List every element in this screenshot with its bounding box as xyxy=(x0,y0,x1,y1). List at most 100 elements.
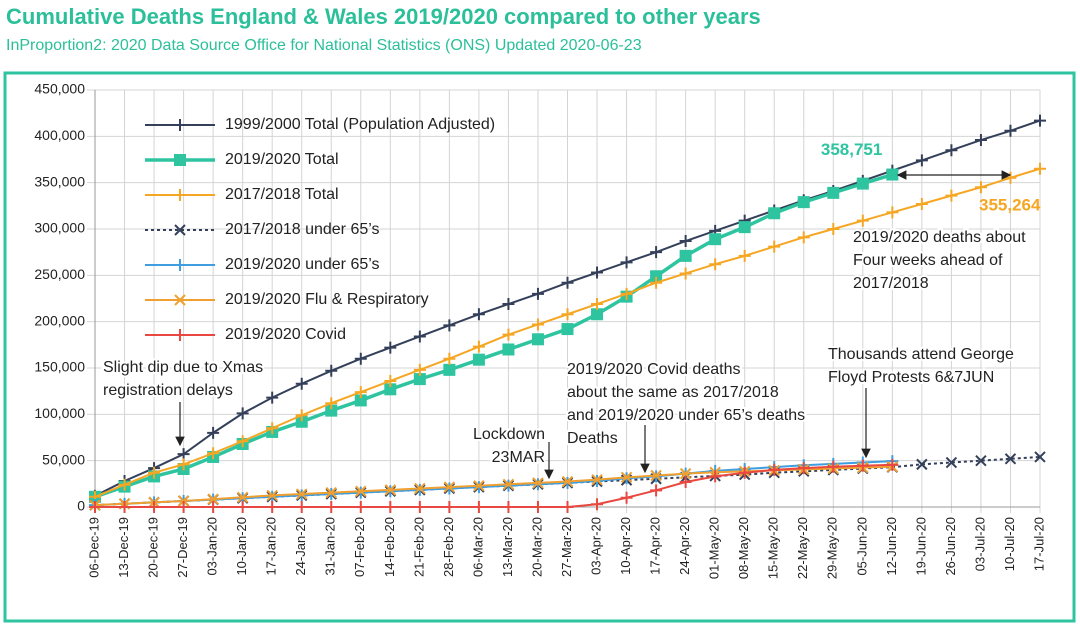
point xyxy=(1004,453,1017,465)
point xyxy=(384,374,397,387)
point xyxy=(148,501,161,513)
point xyxy=(207,493,219,505)
point xyxy=(975,454,987,467)
point xyxy=(974,181,987,194)
legend-label: 2019/2020 Covid xyxy=(225,326,346,343)
annotation: 2017/2018 xyxy=(853,275,929,292)
point xyxy=(473,479,485,492)
legend-label: 2017/2018 Total xyxy=(225,186,339,203)
legend-label: 1999/2000 Total (Population Adjusted) xyxy=(225,116,495,133)
point xyxy=(236,501,249,513)
point xyxy=(620,256,633,269)
point xyxy=(413,501,426,513)
legend-marker xyxy=(174,259,186,271)
point xyxy=(1004,124,1017,137)
point xyxy=(1004,171,1017,184)
x-tick-label: 17-Jul-20 xyxy=(1031,517,1046,571)
series-line xyxy=(94,172,893,499)
legend-marker xyxy=(174,189,186,201)
point xyxy=(472,308,485,321)
point xyxy=(561,475,574,488)
point xyxy=(650,469,662,482)
point xyxy=(354,352,367,365)
point xyxy=(738,249,751,262)
point xyxy=(650,270,663,283)
point xyxy=(561,308,574,321)
point xyxy=(915,197,928,210)
x-tick-label: 12-Jun-20 xyxy=(884,517,899,576)
point xyxy=(502,328,515,341)
x-tick-label: 03-Jan-20 xyxy=(205,517,220,576)
point xyxy=(591,298,604,311)
data-label: 355,264 xyxy=(979,195,1041,214)
point xyxy=(325,404,338,417)
point xyxy=(620,491,633,504)
y-tick-label: 350,000 xyxy=(34,173,85,189)
point xyxy=(443,352,456,365)
x-tick-label: 27-Mar-20 xyxy=(559,517,574,577)
point xyxy=(295,409,308,422)
point xyxy=(207,447,220,460)
x-tick-label: 24-Apr-20 xyxy=(677,517,692,575)
x-tick-label: 05-Jun-20 xyxy=(854,517,869,576)
legend-label: 2019/2020 Total xyxy=(225,151,339,168)
point xyxy=(502,298,515,311)
x-tick-label: 24-Jan-20 xyxy=(293,517,308,576)
point xyxy=(295,377,308,390)
point xyxy=(355,485,367,497)
point xyxy=(738,466,751,479)
point xyxy=(148,466,161,479)
data-label: 358,751 xyxy=(821,140,882,159)
point xyxy=(650,276,663,289)
y-tick-label: 450,000 xyxy=(34,81,85,97)
x-tick-label: 29-May-20 xyxy=(825,517,840,579)
point xyxy=(856,214,869,227)
y-tick-label: 250,000 xyxy=(34,266,85,282)
point xyxy=(443,319,456,332)
point xyxy=(266,391,279,404)
x-tick-label: 13-Mar-20 xyxy=(500,517,515,577)
point xyxy=(1034,451,1046,463)
point xyxy=(325,501,338,513)
point xyxy=(531,287,544,300)
point xyxy=(443,481,456,493)
point xyxy=(325,486,337,499)
point xyxy=(679,475,692,488)
point xyxy=(413,373,426,386)
legend-marker xyxy=(174,294,186,306)
chart-title: Cumulative Deaths England & Wales 2019/2… xyxy=(6,4,761,29)
point xyxy=(296,488,308,500)
point xyxy=(797,462,810,475)
x-tick-label: 17-Apr-20 xyxy=(648,517,663,575)
point xyxy=(207,501,220,513)
point xyxy=(118,478,131,491)
x-tick-label: 19-Jun-20 xyxy=(913,517,928,576)
point xyxy=(266,489,278,502)
x-tick-label: 13-Dec-19 xyxy=(116,517,131,578)
x-tick-label: 27-Dec-19 xyxy=(175,517,190,578)
x-tick-label: 08-May-20 xyxy=(736,517,751,579)
point xyxy=(177,495,190,507)
point xyxy=(945,189,958,202)
point xyxy=(531,318,544,331)
point xyxy=(768,240,781,253)
point xyxy=(768,207,781,220)
x-tick-label: 03-Apr-20 xyxy=(588,517,603,575)
point xyxy=(502,343,515,356)
y-tick-label: 300,000 xyxy=(34,220,85,236)
annotation: Deaths xyxy=(567,430,618,447)
point xyxy=(738,221,751,234)
point xyxy=(797,231,810,244)
point xyxy=(591,308,604,321)
point xyxy=(827,186,840,199)
point xyxy=(236,435,249,448)
point xyxy=(177,501,190,513)
y-tick-label: 0 xyxy=(77,498,85,514)
x-tick-label: 26-Jun-20 xyxy=(943,517,958,576)
point xyxy=(325,397,338,410)
point xyxy=(413,363,426,376)
annotation: Lockdown xyxy=(473,426,545,443)
point xyxy=(1034,114,1046,127)
point xyxy=(384,383,397,396)
